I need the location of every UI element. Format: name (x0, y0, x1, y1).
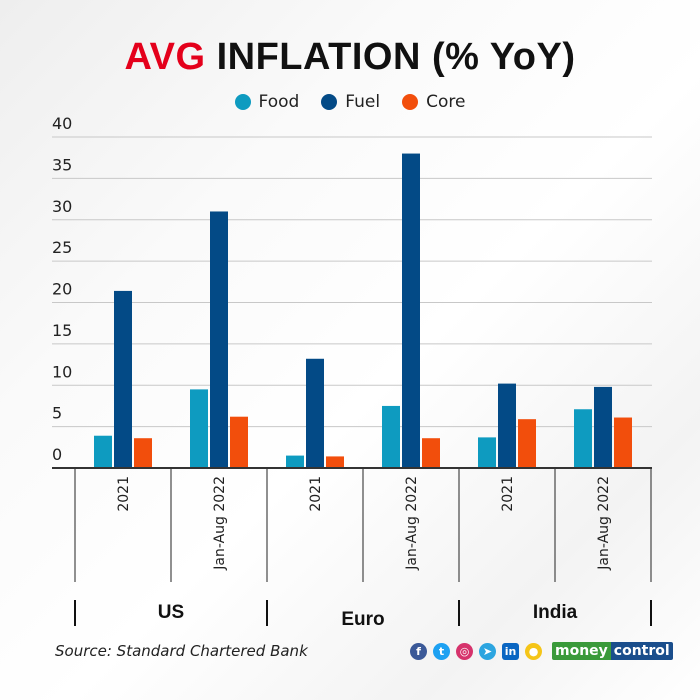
bar-food (382, 405, 400, 468)
legend-swatch (402, 94, 419, 110)
bar-fuel (210, 211, 228, 468)
bar-core (614, 417, 632, 468)
legend: Food Fuel Core (0, 92, 700, 112)
y-tick-label: 40 (52, 114, 72, 133)
telegram-icon[interactable]: ➤ (479, 642, 496, 660)
y-tick-label: 25 (52, 238, 72, 257)
bar-fuel (306, 358, 324, 468)
linkedin-icon[interactable]: in (502, 642, 519, 660)
title-rest: INFLATION (% YoY) (205, 36, 576, 78)
bar-fuel (594, 386, 612, 468)
legend-swatch (321, 94, 338, 110)
legend-label: Fuel (345, 92, 381, 112)
y-tick-label: 20 (52, 280, 72, 299)
bar-core (326, 456, 344, 468)
bar-food (286, 455, 304, 468)
twitter-icon[interactable]: t (433, 642, 450, 660)
y-tick-label: 35 (52, 155, 72, 174)
legend-label: Core (426, 92, 466, 112)
bar-food (190, 389, 208, 468)
koo-icon[interactable]: ● (525, 642, 542, 660)
legend-food: Food (234, 92, 300, 112)
logo-part: control (610, 642, 673, 660)
bar-core (422, 438, 440, 468)
title-accent: AVG (124, 36, 206, 78)
legend-label: Food (258, 92, 300, 112)
y-tick-label: 15 (52, 321, 72, 340)
y-tick-label: 0 (52, 445, 62, 464)
bar-fuel (498, 383, 516, 468)
bar-core (134, 438, 152, 468)
social-bar: f t ◎ ➤ in ● money control (410, 642, 673, 660)
bar-food (478, 437, 496, 468)
bar-fuel (402, 153, 420, 469)
category-label: 2021 (500, 476, 516, 512)
group-label: India (533, 602, 578, 623)
chart-title: AVG INFLATION (% YoY) (0, 36, 700, 79)
category-label: Jan-Aug 2022 (212, 476, 228, 571)
group-label: US (158, 602, 184, 623)
bar-food (94, 435, 112, 468)
bar-core (518, 419, 536, 468)
moneycontrol-logo: money control (552, 642, 673, 660)
bar-fuel (114, 290, 132, 468)
source-note: Source: Standard Chartered Bank (55, 642, 308, 660)
category-label: Jan-Aug 2022 (404, 476, 420, 571)
category-label: 2021 (308, 476, 324, 512)
y-tick-label: 30 (52, 197, 72, 216)
facebook-icon[interactable]: f (410, 642, 427, 660)
bar-core (230, 416, 248, 468)
instagram-icon[interactable]: ◎ (456, 642, 473, 660)
legend-fuel: Fuel (321, 92, 380, 112)
y-tick-label: 5 (52, 404, 62, 423)
y-tick-label: 10 (52, 362, 72, 381)
group-label: Euro (341, 609, 384, 630)
category-label: Jan-Aug 2022 (596, 476, 612, 571)
category-label: 2021 (116, 476, 132, 512)
logo-part: money (552, 642, 611, 660)
legend-swatch (234, 94, 251, 110)
legend-core: Core (402, 92, 465, 112)
bar-food (574, 409, 592, 468)
